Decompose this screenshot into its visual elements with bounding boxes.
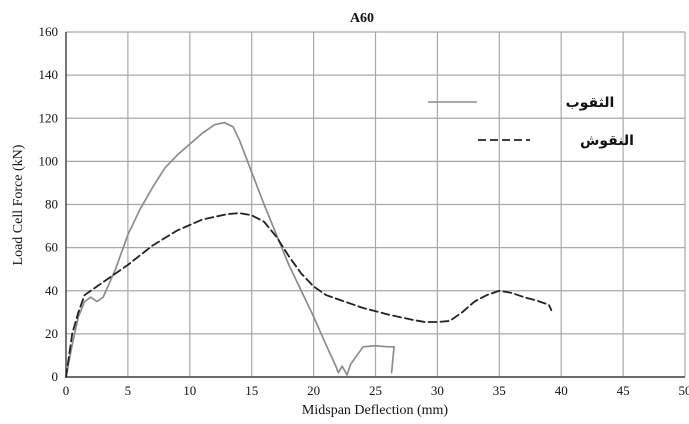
x-tick-label: 5: [125, 383, 132, 398]
y-tick-label: 80: [45, 197, 58, 212]
x-tick-label: 0: [63, 383, 70, 398]
chart-title: A60: [350, 11, 374, 26]
x-tick-label: 30: [431, 383, 444, 398]
y-axis-title: Load Cell Force (kN): [11, 144, 26, 265]
series-layer: [65, 121, 553, 378]
x-tick-label: 15: [245, 383, 258, 398]
series-line-dashed: [65, 212, 553, 378]
y-tick-label: 140: [39, 67, 59, 82]
legend-label-solid: الثقوب: [566, 95, 615, 111]
x-tick-label: 25: [369, 383, 382, 398]
axis-layer: 0 5 10 15 20 25 30 35 40 45 50 0 20 40 60 80 100 120 140 16…: [39, 24, 689, 398]
y-tick-label: 0: [52, 369, 59, 384]
legend-label-dashed: النقوش: [580, 133, 634, 149]
y-tick-label: 60: [45, 240, 58, 255]
x-tick-label: 45: [617, 383, 630, 398]
x-tick-label: 35: [493, 383, 506, 398]
x-axis-title: Midspan Deflection (mm): [302, 403, 449, 418]
y-tick-label: 20: [45, 326, 58, 341]
x-tick-label: 40: [555, 383, 568, 398]
x-tick-label: 10: [183, 383, 196, 398]
y-tick-label: 100: [39, 153, 59, 168]
series-line-solid: [65, 121, 395, 378]
x-tick-label: 20: [307, 383, 320, 398]
x-tick-label: 50: [679, 383, 689, 398]
y-tick-label: 160: [39, 24, 59, 39]
y-tick-label: 120: [39, 110, 59, 125]
legend-layer: الثقوب النقوش: [428, 95, 634, 149]
y-tick-label: 40: [45, 283, 58, 298]
